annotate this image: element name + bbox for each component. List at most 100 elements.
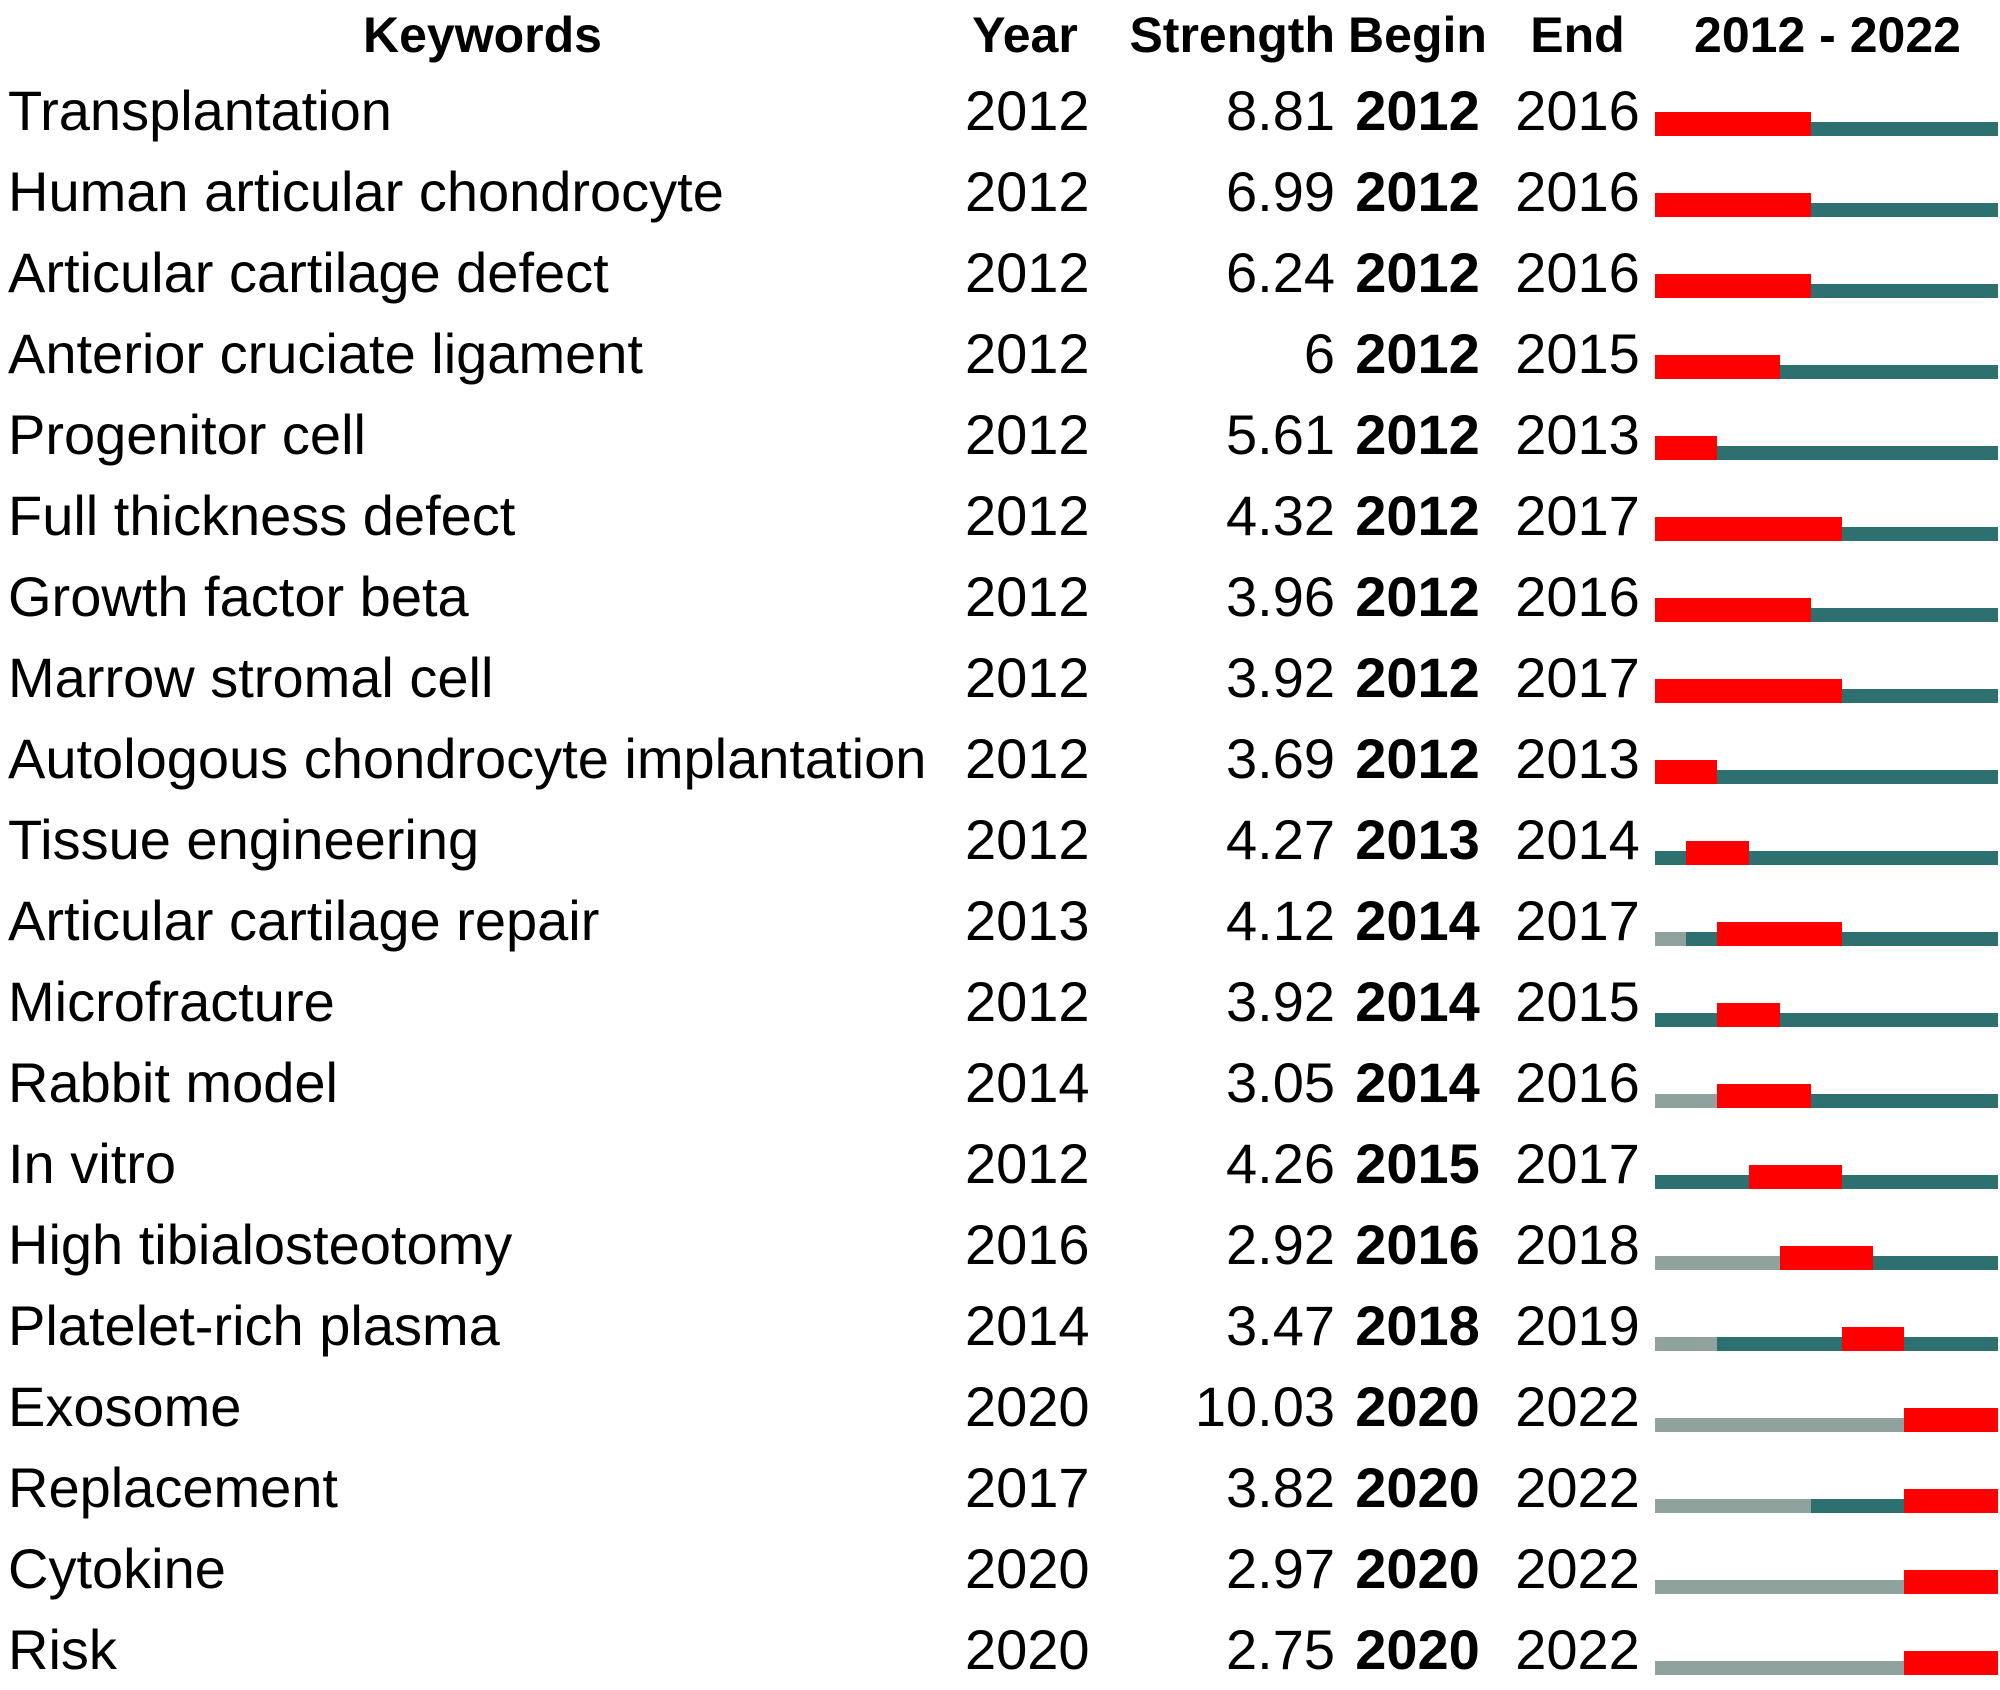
strength-cell: 3.82 [1226,1455,1335,1519]
begin-cell: 2012 [1355,726,1480,790]
end-cell: 2014 [1515,807,1640,871]
end-cell: 2016 [1515,78,1640,142]
end-cell: 2017 [1515,483,1640,547]
post-period-segment [1842,688,1998,703]
keyword-cell: Articular cartilage defect [8,240,609,304]
post-period-segment [1810,607,1998,622]
strength-cell: 4.27 [1226,807,1335,871]
timeline-bar-cell [1655,1123,2000,1204]
begin-cell: 2014 [1355,969,1480,1033]
post-period-segment [1904,1336,1998,1351]
timeline-bar-cell [1655,313,2000,394]
timeline-bar [1655,1245,1998,1270]
table-row: Full thickness defect 2012 4.32 2012 201… [0,475,2000,556]
col-header-begin: Begin [1348,7,1487,63]
strength-cell: 4.12 [1226,888,1335,952]
keyword-cell: Platelet-rich plasma [8,1293,500,1357]
end-cell: 2016 [1515,1050,1640,1114]
year-cell: 2012 [965,726,1090,790]
keyword-cell: Progenitor cell [8,402,366,466]
burst-segment [1655,759,1718,784]
table-header: Keywords Year Strength Begin End 2012 - … [0,0,2000,70]
timeline-bar [1655,192,1998,217]
year-cell: 2020 [965,1617,1090,1681]
year-cell: 2012 [965,1131,1090,1195]
burst-segment [1655,192,1811,217]
burst-segment [1717,1002,1780,1027]
post-period-segment [1810,121,1998,136]
timeline-bar-cell [1655,799,2000,880]
strength-cell: 10.03 [1194,1374,1335,1438]
keyword-cell: Cytokine [8,1536,226,1600]
post-period-segment [1779,1012,1998,1027]
table-row: High tibialosteotomy 2016 2.92 2016 2018 [0,1204,2000,1285]
strength-cell: 4.32 [1226,483,1335,547]
table-row: Tissue engineering 2012 4.27 2013 2014 [0,799,2000,880]
timeline-bar-cell [1655,232,2000,313]
active-period-segment [1655,1012,1718,1027]
begin-cell: 2020 [1355,1536,1480,1600]
keyword-cell: Anterior cruciate ligament [8,321,643,385]
timeline-bar-cell [1655,394,2000,475]
end-cell: 2016 [1515,159,1640,223]
active-period-segment [1655,1174,1749,1189]
begin-cell: 2014 [1355,888,1480,952]
col-header-end: End [1530,7,1625,63]
strength-cell: 3.47 [1226,1293,1335,1357]
keyword-cell: Tissue engineering [8,807,480,871]
keyword-cell: Human articular chondrocyte [8,159,724,223]
timeline-bar-cell [1655,70,2000,151]
burst-segment [1904,1569,1998,1594]
timeline-bar [1655,1326,1998,1351]
year-cell: 2012 [965,78,1090,142]
keyword-cell: Rabbit model [8,1050,338,1114]
burst-segment [1842,1326,1905,1351]
strength-cell: 6.24 [1226,240,1335,304]
year-cell: 2014 [965,1293,1090,1357]
strength-cell: 8.81 [1226,78,1335,142]
post-period-segment [1842,526,1998,541]
timeline-bar [1655,1083,1998,1108]
burst-segment [1686,840,1749,865]
rows: Transplantation 2012 8.81 2012 2016 Huma… [0,70,2000,1690]
table-row: In vitro 2012 4.26 2015 2017 [0,1123,2000,1204]
end-cell: 2017 [1515,1131,1640,1195]
burst-segment [1655,597,1811,622]
table-row: Replacement 2017 3.82 2020 2022 [0,1447,2000,1528]
pre-period-segment [1655,1255,1780,1270]
post-period-segment [1810,1093,1998,1108]
timeline-bar-cell [1655,1285,2000,1366]
burst-segment [1655,273,1811,298]
pre-period-segment [1655,1498,1811,1513]
keyword-cell: Marrow stromal cell [8,645,494,709]
col-header-year: Year [972,7,1078,63]
keyword-cell: Articular cartilage repair [8,888,600,952]
burst-segment [1904,1650,1998,1675]
begin-cell: 2012 [1355,240,1480,304]
begin-cell: 2020 [1355,1455,1480,1519]
burst-segment [1655,678,1843,703]
end-cell: 2018 [1515,1212,1640,1276]
keyword-cell: Autologous chondrocyte implantation [8,726,927,790]
table-row: Risk 2020 2.75 2020 2022 [0,1609,2000,1690]
timeline-bar-cell [1655,1366,2000,1447]
timeline-bar [1655,1569,1998,1594]
end-cell: 2013 [1515,726,1640,790]
year-cell: 2012 [965,240,1090,304]
year-cell: 2012 [965,969,1090,1033]
end-cell: 2015 [1515,969,1640,1033]
strength-cell: 2.92 [1226,1212,1335,1276]
timeline-bar [1655,435,1998,460]
burst-segment [1717,1083,1811,1108]
timeline-range-label: 2012 - 2022 [1694,7,1961,63]
timeline-bar-cell [1655,1528,2000,1609]
timeline-bar-cell [1655,1204,2000,1285]
table-row: Marrow stromal cell 2012 3.92 2012 2017 [0,637,2000,718]
post-period-segment [1717,445,1998,460]
end-cell: 2016 [1515,564,1640,628]
timeline-bar [1655,1407,1998,1432]
begin-cell: 2016 [1355,1212,1480,1276]
year-cell: 2014 [965,1050,1090,1114]
timeline-bar [1655,921,1998,946]
active-period-segment [1810,1498,1905,1513]
